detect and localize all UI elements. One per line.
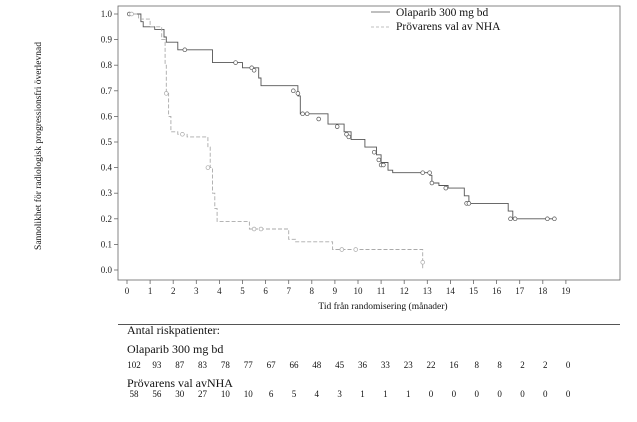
x-tick-label: 2 — [171, 286, 176, 296]
y-tick-label: 0.4 — [101, 163, 113, 173]
y-tick-label: 0.3 — [101, 188, 113, 198]
censor-mark — [304, 111, 310, 117]
x-tick-label: 10 — [354, 286, 364, 296]
censor-mark — [346, 134, 352, 140]
x-tick-label: 4 — [217, 286, 222, 296]
y-tick-label: 0.0 — [101, 265, 113, 275]
legend-label-nha: Prövarens val av NHA — [396, 21, 501, 33]
x-axis-ticks: 0 1 2 3 4 5 6 7 8 9 10 11 12 13 14 15 16 17 18 19 — [125, 280, 571, 296]
censor-mark — [420, 260, 425, 265]
censor-mark — [512, 216, 518, 222]
censor-mark — [182, 47, 188, 53]
censor-mark — [376, 157, 382, 163]
x-tick-label: 19 — [561, 286, 571, 296]
x-tick-label: 1 — [148, 286, 153, 296]
censor-mark — [316, 116, 321, 122]
censor-mark — [295, 91, 301, 96]
y-tick-label: 1.0 — [101, 9, 113, 19]
censor-mark — [300, 111, 305, 117]
censor-mark — [339, 247, 345, 252]
x-tick-label: 14 — [446, 286, 456, 296]
y-axis-label: Sannolikhet för radiologisk progressions… — [33, 42, 44, 250]
x-tick-label: 8 — [310, 286, 315, 296]
y-tick-label: 0.7 — [101, 86, 113, 96]
x-tick-label: 15 — [469, 286, 479, 296]
censor-mark — [552, 216, 557, 222]
plot-frame — [117, 5, 621, 281]
censor-mark — [164, 91, 169, 96]
censor-mark — [427, 170, 432, 175]
survival-curves — [127, 13, 555, 270]
x-tick-label: 3 — [194, 286, 199, 296]
censor-mark — [429, 180, 435, 186]
x-tick-label: 9 — [333, 286, 338, 296]
x-tick-label: 17 — [515, 286, 525, 296]
y-tick-label: 0.9 — [101, 35, 113, 45]
y-tick-label: 0.6 — [101, 111, 113, 121]
censor-mark — [251, 68, 257, 73]
censor-mark — [258, 226, 264, 232]
y-axis-ticks: 0.0 0.1 0.2 0.3 0.4 0.5 0.6 0.7 0.8 0.9 1.0 — [101, 9, 118, 275]
censor-mark — [233, 60, 238, 65]
x-tick-label: 12 — [400, 286, 409, 296]
x-tick-label: 18 — [538, 286, 548, 296]
y-tick-label: 0.5 — [101, 137, 113, 147]
x-tick-label: 11 — [377, 286, 386, 296]
censor-mark — [545, 216, 550, 222]
y-tick-label: 0.2 — [101, 214, 112, 224]
censor-mark — [466, 201, 472, 206]
censor-mark — [381, 162, 386, 168]
x-tick-label: 13 — [423, 286, 433, 296]
x-tick-label: 16 — [492, 286, 502, 296]
legend: Olaparib 300 mg bd Prövarens val av NHA — [371, 7, 501, 33]
x-tick-label: 6 — [263, 286, 268, 296]
x-tick-label: 0 — [125, 286, 130, 296]
censor-mark — [334, 124, 340, 129]
censor-mark — [291, 88, 296, 94]
censor-mark — [129, 11, 134, 17]
y-tick-label: 0.8 — [101, 60, 113, 70]
x-tick-label: 7 — [286, 286, 291, 296]
censor-mark — [205, 165, 211, 170]
censor-mark — [180, 132, 185, 137]
x-tick-label: 5 — [240, 286, 245, 296]
legend-label-olaparib: Olaparib 300 mg bd — [396, 7, 489, 19]
series-line-olaparib — [127, 13, 555, 220]
censor-mark — [443, 185, 449, 191]
censor-mark — [420, 170, 425, 175]
censor-mark — [508, 216, 513, 222]
series-line-nha — [127, 13, 424, 270]
x-axis-label: Tid från randomisering (månader) — [318, 301, 447, 312]
censor-mark — [371, 149, 377, 155]
censor-mark — [251, 226, 257, 232]
censor-mark — [353, 247, 358, 252]
y-tick-label: 0.1 — [101, 239, 112, 249]
censor-marks — [127, 11, 557, 265]
